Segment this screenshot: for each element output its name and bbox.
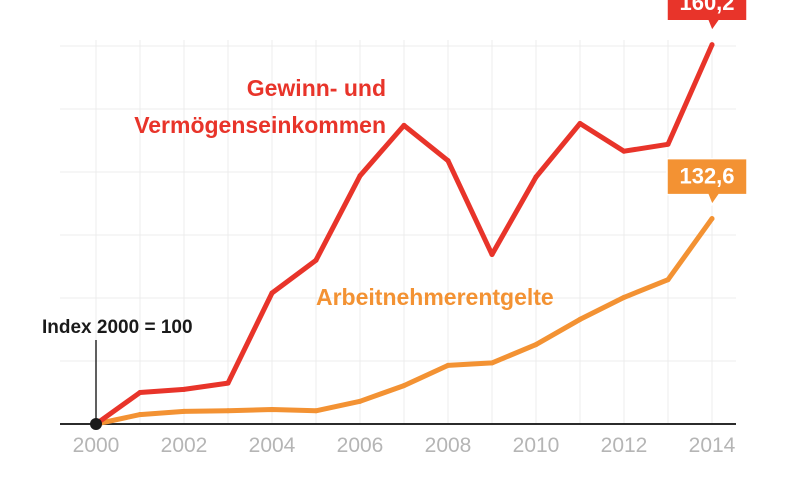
data-point xyxy=(225,380,231,386)
end-value-label: 160,2 xyxy=(679,0,734,15)
data-point xyxy=(357,173,363,179)
data-point xyxy=(357,398,363,404)
data-point xyxy=(137,412,143,418)
x-tick-label: 2008 xyxy=(425,434,472,457)
end-value-label: 132,6 xyxy=(679,164,734,189)
data-point xyxy=(665,141,671,147)
data-point xyxy=(489,252,495,258)
data-point xyxy=(533,342,539,348)
data-point xyxy=(489,360,495,366)
data-point xyxy=(577,316,583,322)
series-label-arbeitnehmer: Arbeitnehmerentgelte xyxy=(316,284,554,310)
data-point xyxy=(621,294,627,300)
data-point xyxy=(709,42,715,48)
x-tick-label: 2000 xyxy=(73,434,120,457)
end-value-badges: 160,2 132,6 xyxy=(666,0,748,207)
data-point xyxy=(269,290,275,296)
data-point xyxy=(709,216,715,222)
data-point xyxy=(225,408,231,414)
badge-arbeitnehmer xyxy=(666,157,748,207)
data-point xyxy=(665,277,671,283)
x-tick-label: 2014 xyxy=(689,434,736,457)
data-point xyxy=(621,148,627,154)
x-tick-label: 2002 xyxy=(161,434,208,457)
badge-gewinn xyxy=(666,0,748,33)
data-point xyxy=(445,362,451,368)
data-point xyxy=(313,408,319,414)
x-tick-label: 2012 xyxy=(601,434,648,457)
x-tick-labels: 2000 2002 2004 2006 2008 2010 2012 2014 xyxy=(73,434,736,457)
x-tick-label: 2006 xyxy=(337,434,384,457)
series-label-gewinn: Gewinn- und xyxy=(247,75,386,101)
origin-point xyxy=(90,418,102,430)
data-point xyxy=(313,257,319,263)
x-tick-label: 2004 xyxy=(249,434,296,457)
series-layer xyxy=(93,42,715,427)
data-point xyxy=(269,407,275,413)
data-point xyxy=(401,122,407,128)
data-point xyxy=(181,386,187,392)
index-annotation: Index 2000 = 100 xyxy=(42,317,193,338)
data-point xyxy=(181,408,187,414)
data-point xyxy=(577,120,583,126)
data-point xyxy=(137,390,143,395)
series-labels: Gewinn- und Vermögenseinkommen Arbeitnehme… xyxy=(134,75,554,310)
data-point xyxy=(401,383,407,389)
data-point xyxy=(445,158,451,164)
series-label-gewinn: Vermögenseinkommen xyxy=(134,112,386,138)
gridlines xyxy=(60,40,736,424)
data-point xyxy=(533,174,539,180)
x-tick-label: 2010 xyxy=(513,434,560,457)
